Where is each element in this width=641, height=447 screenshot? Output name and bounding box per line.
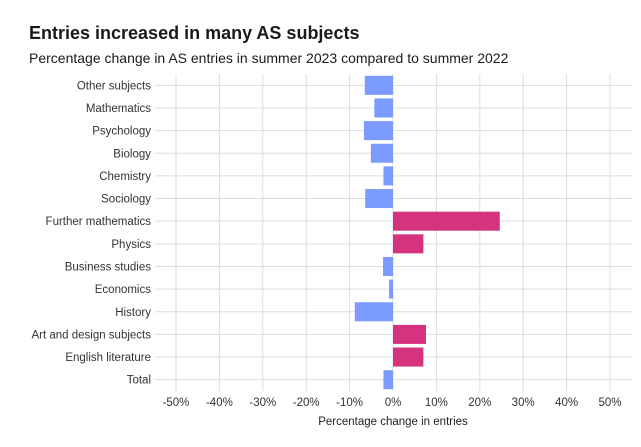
category-label: Business studies: [65, 261, 152, 273]
bar: [364, 75, 393, 95]
bar: [393, 234, 424, 254]
x-tick-label: 20%: [468, 397, 491, 409]
category-label: Mathematics: [86, 103, 151, 115]
x-tick-label: -50%: [163, 397, 190, 409]
category-label: History: [115, 307, 151, 319]
chart-subtitle: Percentage change in AS entries in summe…: [29, 50, 509, 66]
category-label: Art and design subjects: [31, 329, 151, 341]
bar: [383, 166, 393, 186]
category-label: Biology: [113, 148, 151, 160]
category-label: Further mathematics: [46, 216, 152, 228]
bar: [374, 98, 393, 118]
x-tick-label: -40%: [206, 397, 233, 409]
bar: [363, 121, 393, 141]
category-label: Economics: [95, 284, 151, 296]
category-label: Total: [127, 375, 151, 387]
category-label: Other subjects: [77, 80, 151, 92]
bar: [383, 256, 393, 276]
x-tick-labels: -50% -40% -30% -20% -10% 0% 10% 20% 30% 40% 50%: [163, 397, 622, 409]
category-label: Sociology: [101, 194, 151, 206]
bar-layer: [354, 75, 500, 390]
bar: [365, 189, 393, 209]
category-label: Psychology: [92, 126, 151, 138]
x-tick-label: 40%: [555, 397, 578, 409]
bar: [383, 370, 393, 390]
chart-title: Entries increased in many AS subjects: [29, 23, 360, 43]
x-tick-label: -10%: [336, 397, 363, 409]
category-label: English literature: [65, 352, 151, 364]
x-tick-label: 10%: [425, 397, 448, 409]
bar: [393, 347, 424, 367]
bar: [389, 279, 393, 299]
bar: [393, 211, 500, 231]
x-axis-title: Percentage change in entries: [318, 416, 468, 428]
x-tick-label: -20%: [293, 397, 320, 409]
bar: [370, 143, 393, 163]
category-label: Chemistry: [99, 171, 151, 183]
x-tick-label: 50%: [598, 397, 621, 409]
bar: [393, 324, 426, 344]
x-tick-label: 30%: [512, 397, 535, 409]
x-tick-label: 0%: [385, 397, 402, 409]
category-labels: Other subjects Mathematics Psychology Biolo…: [31, 80, 151, 386]
category-label: Physics: [111, 239, 151, 251]
x-tick-label: -30%: [249, 397, 276, 409]
bar: [354, 302, 393, 322]
